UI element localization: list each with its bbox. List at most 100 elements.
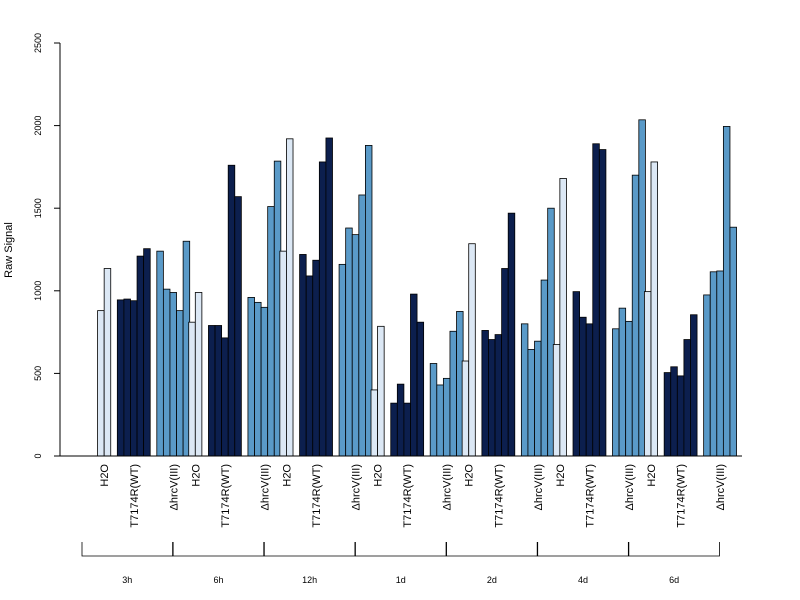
- condition-label: ΔhrcV(III): [351, 464, 363, 510]
- condition-label: H2O: [555, 464, 567, 487]
- bar: [552, 344, 561, 457]
- time-bracket: [355, 542, 447, 557]
- condition-label: ΔhrcV(III): [624, 464, 636, 510]
- bar: [338, 263, 347, 457]
- bar: [468, 243, 476, 457]
- bar: [345, 227, 353, 457]
- bar: [194, 292, 203, 457]
- group-6h: [188, 160, 282, 457]
- condition-label: ΔhrcV(III): [715, 464, 727, 510]
- bar: [534, 340, 542, 457]
- group-2d: [461, 207, 555, 457]
- group-12h: [279, 137, 373, 457]
- y-tick-label: 2500: [33, 33, 43, 53]
- bar: [436, 384, 444, 457]
- bar: [312, 259, 320, 457]
- y-tick-label: 1500: [33, 198, 43, 218]
- bar: [494, 334, 503, 457]
- time-label: 3h: [122, 575, 132, 585]
- bar: [631, 174, 640, 457]
- bar: [318, 161, 327, 457]
- condition-label: T7174R(WT): [493, 464, 505, 528]
- bar: [234, 196, 242, 457]
- time-group-labels: 3h 6h 12h 1d 2d 4d 6d: [81, 542, 720, 585]
- bar: [663, 372, 672, 457]
- bar: [481, 330, 489, 457]
- bar: [254, 301, 262, 457]
- y-tick-label: 1000: [33, 281, 43, 301]
- condition-label: H2O: [646, 464, 658, 487]
- condition-label: T7174R(WT): [584, 464, 596, 528]
- condition-label: H2O: [373, 464, 385, 487]
- bar: [377, 325, 385, 457]
- bar: [585, 323, 594, 457]
- bar: [501, 268, 509, 457]
- bar: [650, 161, 658, 457]
- bar: [703, 294, 711, 457]
- bars-layer: [97, 119, 737, 457]
- time-bracket: [263, 542, 356, 557]
- bar: [169, 292, 177, 457]
- bar: [644, 291, 652, 457]
- bar: [188, 321, 196, 457]
- bar: [429, 363, 438, 457]
- time-label: 4d: [578, 575, 588, 585]
- bar: [716, 270, 724, 457]
- time-label: 12h: [302, 575, 317, 585]
- bar: [156, 250, 164, 457]
- bar: [507, 212, 516, 457]
- time-bracket: [446, 542, 538, 557]
- y-tick-label: 0: [33, 453, 43, 458]
- bar: [442, 377, 451, 457]
- condition-label: H2O: [464, 464, 476, 487]
- bar: [97, 310, 105, 457]
- bar: [461, 360, 470, 457]
- time-label: 6d: [669, 575, 679, 585]
- bar: [670, 366, 678, 457]
- bar: [130, 300, 138, 457]
- bar: [598, 149, 607, 457]
- condition-label: H2O: [99, 464, 111, 487]
- bar: [260, 306, 269, 457]
- y-tick-label: 2000: [33, 116, 43, 136]
- bar: [143, 248, 151, 457]
- bar: [690, 314, 698, 457]
- y-axis: 0 500 1000 1500 2000 2500: [33, 33, 61, 459]
- group-1d: [370, 293, 464, 457]
- y-tick-label: 500: [33, 366, 43, 381]
- bar: [403, 402, 411, 457]
- bar: [559, 178, 567, 457]
- bar: [325, 137, 333, 457]
- condition-label: T7174R(WT): [129, 464, 141, 528]
- bar: [123, 298, 131, 457]
- bar: [572, 291, 581, 457]
- condition-label: H2O: [281, 464, 293, 487]
- bar: [520, 323, 529, 457]
- time-label: 6h: [213, 575, 223, 585]
- bar: [214, 325, 223, 457]
- condition-label: ΔhrcV(III): [259, 464, 271, 510]
- condition-label: T7174R(WT): [220, 464, 232, 528]
- bar: [358, 194, 366, 457]
- condition-label: ΔhrcV(III): [168, 464, 180, 510]
- bar: [370, 389, 378, 457]
- bar: [527, 349, 535, 457]
- condition-label: ΔhrcV(III): [442, 464, 454, 510]
- bar: [676, 375, 685, 457]
- time-bracket: [172, 542, 265, 557]
- bar: [449, 330, 457, 457]
- time-label: 1d: [396, 575, 406, 585]
- bar: [722, 126, 731, 457]
- bar: [305, 275, 314, 457]
- group-6d: [644, 126, 737, 457]
- bar: [227, 164, 236, 457]
- condition-label: ΔhrcV(III): [533, 464, 545, 510]
- bar: [390, 402, 398, 457]
- bar: [208, 325, 216, 457]
- bar: [488, 339, 496, 457]
- time-bracket: [537, 542, 629, 557]
- bar: [683, 339, 691, 457]
- bar: [351, 234, 360, 457]
- bar: [279, 250, 287, 457]
